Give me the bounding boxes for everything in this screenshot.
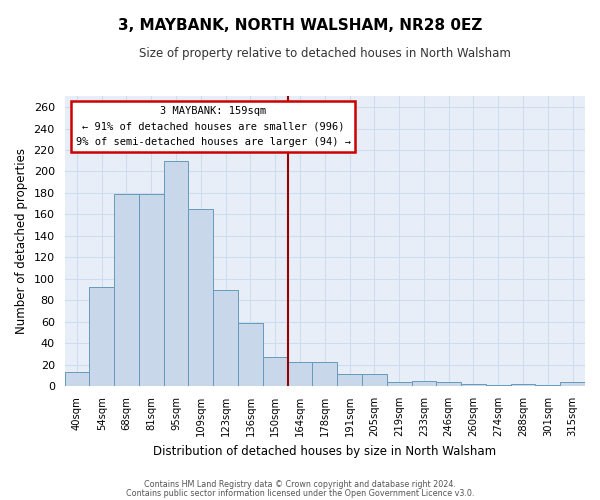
Bar: [387, 382, 412, 386]
Bar: [188, 209, 213, 386]
Bar: [486, 385, 511, 386]
Bar: [114, 194, 139, 386]
Bar: [511, 384, 535, 386]
Bar: [164, 161, 188, 386]
Bar: [313, 362, 337, 386]
Bar: [65, 372, 89, 386]
Bar: [337, 374, 362, 386]
Text: 3 MAYBANK: 159sqm
← 91% of detached houses are smaller (996)
9% of semi-detached: 3 MAYBANK: 159sqm ← 91% of detached hous…: [76, 106, 351, 147]
X-axis label: Distribution of detached houses by size in North Walsham: Distribution of detached houses by size …: [153, 444, 496, 458]
Bar: [436, 382, 461, 386]
Y-axis label: Number of detached properties: Number of detached properties: [15, 148, 28, 334]
Bar: [461, 384, 486, 386]
Bar: [287, 362, 313, 386]
Bar: [535, 385, 560, 386]
Bar: [139, 194, 164, 386]
Text: 3, MAYBANK, NORTH WALSHAM, NR28 0EZ: 3, MAYBANK, NORTH WALSHAM, NR28 0EZ: [118, 18, 482, 32]
Bar: [238, 323, 263, 386]
Bar: [362, 374, 387, 386]
Title: Size of property relative to detached houses in North Walsham: Size of property relative to detached ho…: [139, 48, 511, 60]
Text: Contains public sector information licensed under the Open Government Licence v3: Contains public sector information licen…: [126, 489, 474, 498]
Bar: [89, 288, 114, 386]
Bar: [213, 290, 238, 386]
Bar: [560, 382, 585, 386]
Bar: [412, 380, 436, 386]
Bar: [263, 357, 287, 386]
Text: Contains HM Land Registry data © Crown copyright and database right 2024.: Contains HM Land Registry data © Crown c…: [144, 480, 456, 489]
